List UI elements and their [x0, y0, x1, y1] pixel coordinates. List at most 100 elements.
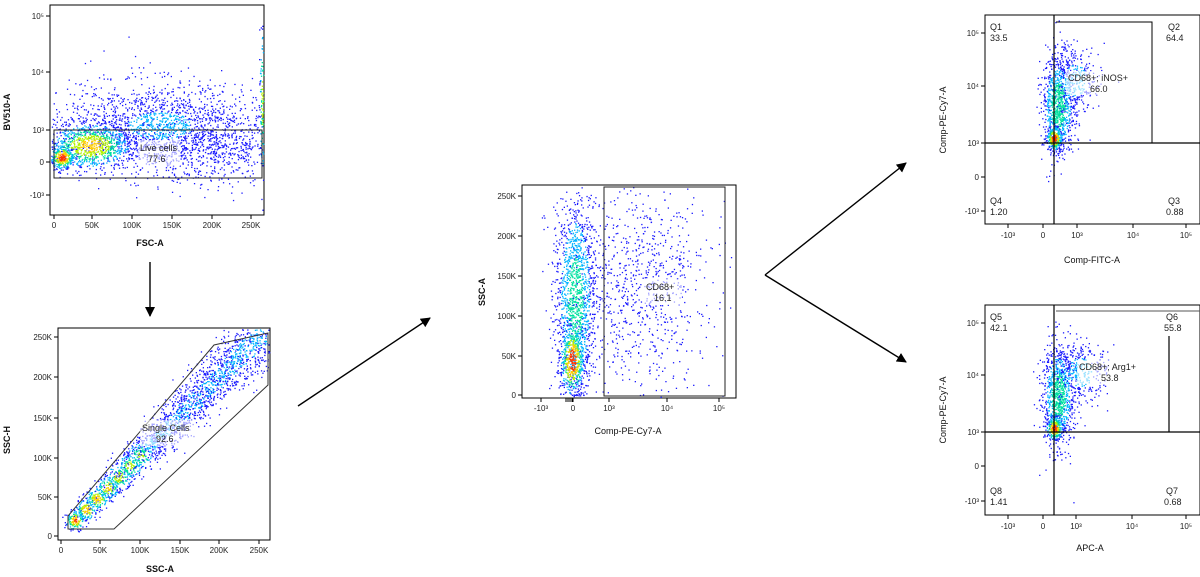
density-dot: [158, 452, 160, 454]
density-dot: [150, 112, 152, 114]
density-dot: [55, 142, 57, 145]
density-dot: [101, 490, 103, 492]
density-dot: [161, 137, 164, 139]
density-dot: [114, 110, 117, 113]
density-dot: [125, 471, 127, 473]
density-dot: [102, 494, 104, 496]
density-dot: [148, 123, 150, 126]
density-dot: [118, 472, 120, 474]
density-dot: [71, 118, 73, 121]
density-dot: [223, 85, 225, 88]
density-dot: [68, 514, 70, 516]
density-dot: [144, 448, 146, 450]
density-dot: [207, 84, 209, 87]
density-dot: [90, 113, 92, 115]
density-dot: [178, 178, 180, 180]
density-dot: [137, 117, 139, 119]
density-dot: [132, 448, 135, 451]
density-dot: [80, 166, 83, 169]
density-dot: [255, 123, 257, 126]
density-dot: [78, 134, 80, 137]
density-dot: [71, 131, 73, 133]
density-dot: [233, 154, 235, 156]
density-dot: [89, 507, 92, 509]
density-dot: [128, 124, 130, 126]
density-dot: [191, 164, 193, 166]
density-dot: [160, 139, 163, 141]
density-dot: [94, 496, 96, 498]
density-dot: [55, 124, 57, 126]
density-dot: [66, 134, 68, 136]
density-dot: [94, 502, 96, 504]
density-dot: [211, 170, 214, 172]
density-dot: [154, 96, 157, 99]
density-dot: [185, 104, 187, 106]
density-dot: [187, 416, 190, 418]
density-dot: [72, 159, 74, 162]
density-dot: [89, 158, 91, 160]
density-dot: [191, 128, 193, 130]
density-dot: [68, 162, 70, 164]
density-dot: [185, 404, 187, 406]
density-dot: [116, 143, 118, 145]
density-dot: [118, 481, 121, 483]
density-dot: [199, 110, 201, 112]
density-dot: [234, 148, 237, 150]
density-dot: [138, 464, 140, 467]
density-dot: [140, 124, 142, 126]
density-dot: [207, 189, 209, 191]
density-dot: [198, 98, 201, 100]
density-dot: [132, 457, 134, 459]
density-dot: [188, 84, 190, 86]
density-dot: [213, 161, 216, 163]
density-dot: [126, 468, 128, 470]
density-dot: [72, 119, 74, 121]
density-dot: [88, 145, 90, 147]
density-dot: [186, 173, 188, 176]
density-dot: [245, 148, 247, 150]
density-dot: [140, 134, 142, 137]
density-dot: [71, 159, 73, 161]
density-dot: [66, 136, 69, 138]
density-dot: [116, 138, 118, 140]
density-dot: [90, 509, 92, 511]
density-dot: [80, 139, 82, 141]
density-dot: [59, 176, 61, 179]
density-dot: [207, 146, 209, 148]
density-dot: [168, 123, 170, 125]
density-dot: [103, 167, 105, 169]
density-dot: [78, 148, 80, 150]
density-dot: [102, 162, 104, 165]
density-dot: [118, 123, 121, 126]
density-dot: [159, 108, 162, 110]
density-dot: [127, 118, 129, 121]
density-dot: [121, 463, 123, 465]
density-dot: [99, 501, 102, 504]
density-dot: [137, 142, 139, 144]
density-dot: [104, 173, 106, 175]
density-dot: [137, 460, 139, 462]
density-dot: [123, 483, 126, 485]
density-dot: [124, 135, 126, 137]
density-dot: [58, 151, 60, 153]
density-dot: [215, 155, 218, 158]
density-dot: [156, 174, 159, 176]
density-dot: [167, 415, 170, 417]
density-dot: [99, 153, 101, 155]
density-dot: [166, 415, 168, 418]
density-dot: [169, 412, 172, 414]
density-dot: [153, 91, 155, 93]
density-dot: [167, 92, 169, 94]
density-dot: [81, 149, 83, 151]
density-dot: [112, 477, 114, 479]
density-dot: [95, 133, 97, 135]
density-dot: [199, 417, 201, 419]
density-dot: [180, 155, 182, 157]
density-dot: [143, 122, 145, 124]
density-dot: [182, 121, 185, 123]
density-dot: [127, 148, 129, 150]
density-dot: [206, 98, 209, 100]
density-dot: [171, 109, 173, 111]
density-dot: [153, 406, 155, 408]
density-dot: [78, 157, 80, 160]
